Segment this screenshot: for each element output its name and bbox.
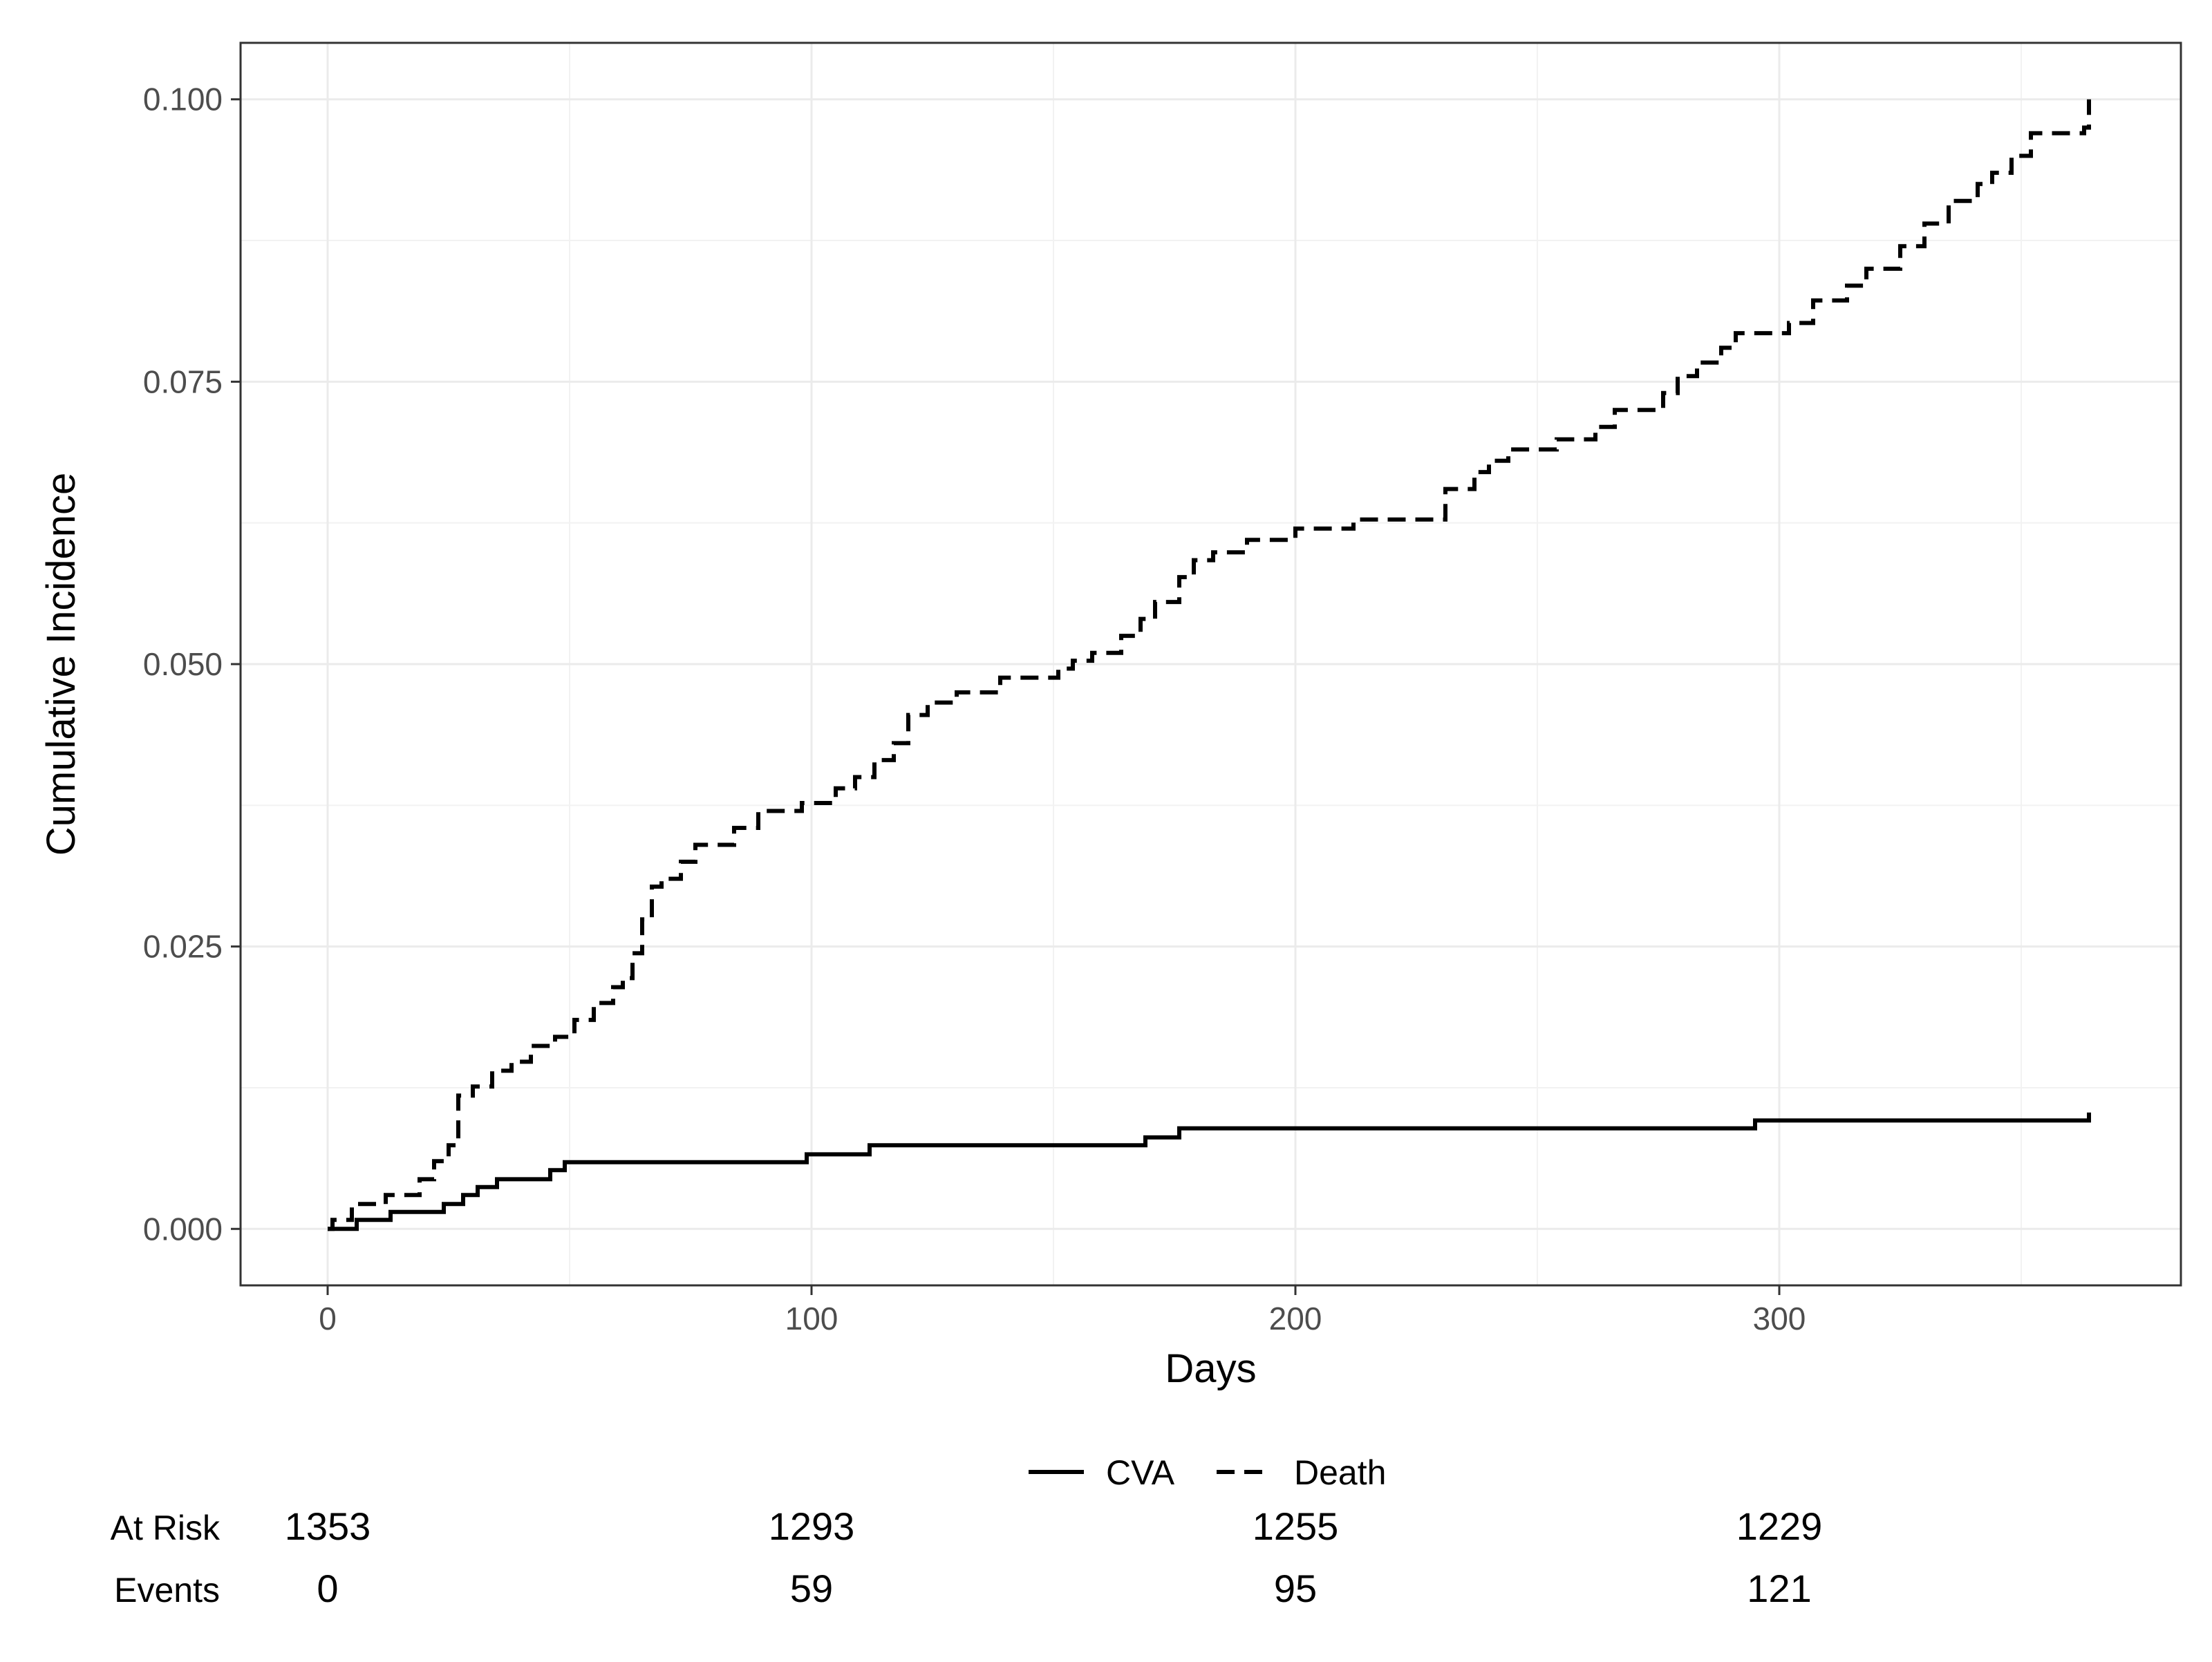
y-tick-label: 0.050 xyxy=(143,646,223,682)
series-line-death xyxy=(328,99,2091,1231)
y-tick-label: 0.100 xyxy=(143,82,223,117)
x-tick-label: 300 xyxy=(1753,1301,1806,1337)
events-value: 59 xyxy=(790,1567,833,1610)
y-tick-label: 0.075 xyxy=(143,363,223,399)
at-risk-value: 1293 xyxy=(769,1504,855,1548)
risk-table: At Risk Events 1353 0 1293 59 1255 95 1229 121 xyxy=(111,1504,1823,1610)
legend: CVA Death xyxy=(1029,1453,1386,1492)
grid-lines xyxy=(241,43,2181,1285)
events-value: 0 xyxy=(317,1567,338,1610)
events-value: 95 xyxy=(1274,1567,1317,1610)
series-line-cva xyxy=(328,1112,2091,1231)
x-tick-label: 0 xyxy=(319,1301,337,1337)
at-risk-value: 1353 xyxy=(285,1504,371,1548)
at-risk-value: 1229 xyxy=(1736,1504,1823,1548)
y-axis-title: Cumulative Incidence xyxy=(39,473,84,856)
x-axis-title: Days xyxy=(1165,1346,1256,1391)
legend-label-death: Death xyxy=(1294,1453,1386,1492)
x-tick-label: 100 xyxy=(785,1301,838,1337)
x-tick-label: 200 xyxy=(1269,1301,1322,1337)
y-tick-label: 0.000 xyxy=(143,1211,223,1247)
y-tick-label: 0.025 xyxy=(143,929,223,965)
risk-row-label-at-risk: At Risk xyxy=(111,1509,221,1547)
series-layer xyxy=(328,99,2091,1231)
axes-layer: 0 100 200 300 0.000 0.025 0.050 0.075 0.100 xyxy=(143,82,1806,1337)
events-value: 121 xyxy=(1747,1567,1811,1610)
at-risk-value: 1255 xyxy=(1253,1504,1339,1548)
risk-row-label-events: Events xyxy=(114,1571,220,1609)
legend-label-cva: CVA xyxy=(1106,1453,1175,1492)
